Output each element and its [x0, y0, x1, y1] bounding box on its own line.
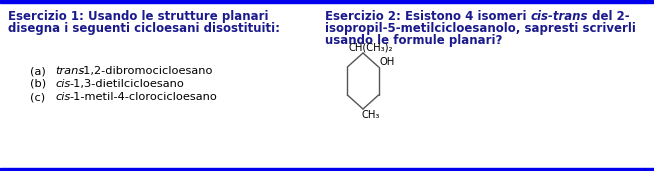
Text: (c): (c)	[30, 92, 52, 102]
Text: cis: cis	[55, 92, 70, 102]
Text: -1,3-dietilcicloesano: -1,3-dietilcicloesano	[69, 79, 184, 89]
Text: CH(CH₃)₂: CH(CH₃)₂	[349, 42, 393, 52]
Text: del 2-: del 2-	[588, 10, 630, 23]
Text: (a): (a)	[30, 66, 53, 76]
Text: cis-trans: cis-trans	[530, 10, 588, 23]
Text: Esercizio 1: Usando le strutture planari: Esercizio 1: Usando le strutture planari	[8, 10, 269, 23]
Text: trans: trans	[55, 66, 84, 76]
Text: cis: cis	[55, 79, 70, 89]
Text: -1,2-dibromocicloesano: -1,2-dibromocicloesano	[79, 66, 213, 76]
Text: disegna i seguenti cicloesani disostituiti:: disegna i seguenti cicloesani disostitui…	[8, 22, 280, 35]
Bar	[0, 0, 654, 3]
Text: OH: OH	[379, 56, 394, 67]
Text: usando le formule planari?: usando le formule planari?	[325, 34, 502, 47]
Text: Esercizio 2: Esistono 4 isomeri: Esercizio 2: Esistono 4 isomeri	[325, 10, 530, 23]
Text: -1-metil-4-clorocicloesano: -1-metil-4-clorocicloesano	[69, 92, 217, 102]
Bar	[0, 168, 654, 171]
Text: CH₃: CH₃	[362, 110, 381, 120]
Text: (b): (b)	[30, 79, 54, 89]
Text: isopropil-5-metilcicloesanolo, sapresti scriverli: isopropil-5-metilcicloesanolo, sapresti …	[325, 22, 636, 35]
